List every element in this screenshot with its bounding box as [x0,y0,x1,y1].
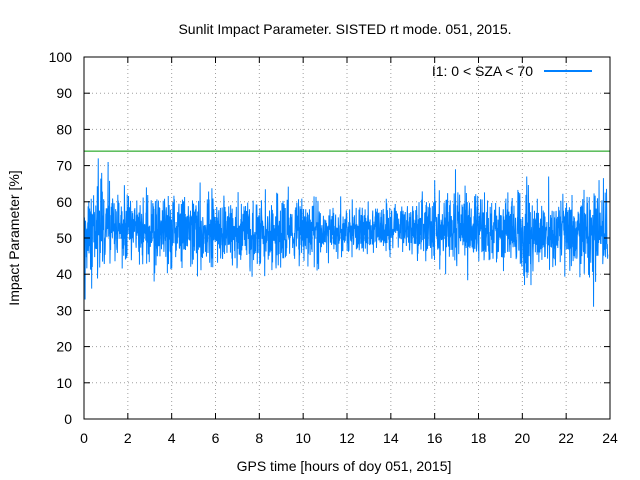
x-tick-label: 14 [383,430,399,446]
axis-ticks: 0 2 4 6 8 10 12 14 16 18 20 22 240102030405060708090… [49,49,618,446]
y-tick-label: 100 [49,49,73,65]
x-tick-label: 22 [558,430,574,446]
y-tick-label: 50 [56,230,72,246]
x-tick-label: 18 [471,430,487,446]
series-line [83,158,609,307]
x-tick-label: 2 [124,430,132,446]
x-tick-label: 8 [255,430,263,446]
x-tick-label: 4 [168,430,176,446]
series-group [83,158,609,307]
y-tick-label: 90 [56,85,72,101]
x-axis-label: GPS time [hours of doy 051, 2015] [237,458,452,474]
x-tick-label: 6 [212,430,220,446]
y-tick-label: 20 [56,339,72,355]
y-axis-label: Impact Parameter [%] [6,170,22,305]
chart-title: Sunlit Impact Parameter. SISTED rt mode.… [178,21,511,37]
y-tick-label: 30 [56,302,72,318]
x-tick-label: 16 [427,430,443,446]
y-tick-label: 40 [56,266,72,282]
x-tick-label: 10 [295,430,311,446]
y-tick-label: 10 [56,375,72,391]
y-tick-label: 70 [56,158,72,174]
y-tick-label: 60 [56,194,72,210]
legend-label: I1: 0 < SZA < 70 [432,63,533,79]
y-tick-label: 0 [64,411,72,427]
x-tick-label: 24 [602,430,618,446]
y-tick-label: 80 [56,121,72,137]
x-tick-label: 20 [515,430,531,446]
x-tick-label: 0 [80,430,88,446]
x-tick-label: 12 [339,430,355,446]
legend: I1: 0 < SZA < 70 [432,63,592,79]
